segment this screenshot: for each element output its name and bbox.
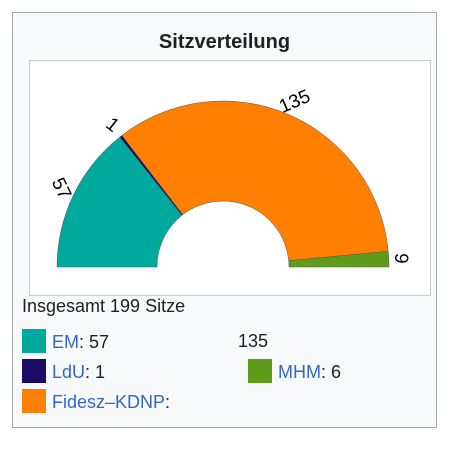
legend-value-fidesz-kdnp: 135 <box>238 331 269 351</box>
legend-link-em[interactable]: EM <box>52 331 79 352</box>
legend-item-fidesz-kdnp-value: 135 <box>238 331 268 357</box>
legend-swatch-em <box>22 329 46 353</box>
legend-item-mhm: MHM: 6 <box>248 359 342 387</box>
seat-distribution-infobox: Sitzverteilung 57 1 135 6 Insgesamt 199 Sit… <box>12 12 437 428</box>
legend-link-mhm[interactable]: MHM <box>278 361 321 382</box>
legend-value-em: 57 <box>89 331 110 352</box>
legend-separator: : <box>85 361 96 382</box>
legend-item-fidesz-kdnp: Fidesz–KDNP: <box>22 389 171 417</box>
seat-segment-em <box>56 136 183 268</box>
legend-item-ldu: LdU: 1 <box>22 359 106 387</box>
legend-separator: : <box>165 391 171 412</box>
seat-segment-mhm <box>288 251 390 268</box>
legend-item-em: EM: 57 <box>22 329 110 357</box>
legend-value-ldu: 1 <box>95 361 106 382</box>
total-seats-text: Insgesamt 199 Sitze <box>22 296 186 316</box>
legend-swatch-fidesz-kdnp <box>22 389 46 413</box>
chart-frame: 57 1 135 6 <box>29 60 431 296</box>
legend-separator: : <box>321 361 332 382</box>
parliament-chart: 57 1 135 6 <box>47 86 414 268</box>
seat-label-mhm: 6 <box>392 253 413 265</box>
legend-swatch-ldu <box>22 359 46 383</box>
legend-link-fidesz-kdnp[interactable]: Fidesz–KDNP <box>52 391 166 412</box>
legend-separator: : <box>79 331 90 352</box>
seat-segment-fidesz-kdnp <box>121 100 389 262</box>
seat-label-fidesz-kdnp: 135 <box>276 86 313 118</box>
legend-swatch-mhm <box>248 359 272 383</box>
seat-label-ldu: 1 <box>102 114 123 137</box>
legend-value-mhm: 6 <box>331 361 342 382</box>
legend: EM: 57 LdU: 1 Fidesz–KDNP: 135 MHM: 6 <box>22 329 442 421</box>
legend-link-ldu[interactable]: LdU <box>52 361 86 382</box>
chart-title: Sitzverteilung <box>158 31 291 53</box>
seat-label-em: 57 <box>47 175 75 203</box>
